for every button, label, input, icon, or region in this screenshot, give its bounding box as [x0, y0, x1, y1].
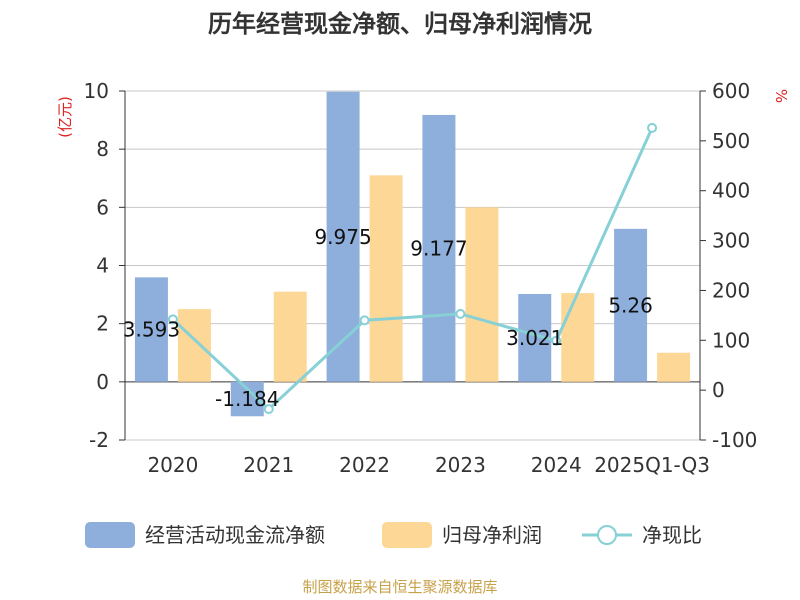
data-label: 3.593	[123, 318, 180, 342]
line-point	[551, 335, 562, 346]
bar	[561, 293, 595, 382]
bar	[465, 207, 499, 382]
data-label: 5.26	[608, 293, 653, 317]
legend-label-ratio: 净现比	[642, 523, 702, 547]
source-note: 制图数据来自恒生聚源数据库	[302, 578, 497, 596]
bar	[422, 114, 456, 382]
bar	[369, 175, 403, 382]
bar	[326, 91, 360, 382]
bar-series	[134, 91, 691, 417]
line-point	[359, 315, 370, 326]
left-tick-label: 10	[84, 79, 109, 103]
legend-marker-ratio	[597, 525, 617, 545]
right-tick-label: 400	[712, 179, 750, 203]
legend-swatch-cashflow	[85, 522, 135, 548]
left-axis-unit: (亿元)	[56, 96, 74, 138]
line-point	[455, 308, 466, 319]
x-tick-label: 2020	[147, 453, 198, 477]
bar	[614, 228, 648, 382]
ratio-line	[171, 127, 654, 412]
x-tick-label: 2025Q1-Q3	[594, 453, 710, 477]
line-point	[167, 314, 178, 325]
bar	[273, 291, 307, 382]
legend: 经营活动现金流净额 归母净利润 净现比	[85, 522, 702, 548]
line-point	[263, 404, 274, 415]
right-axis-unit: %	[772, 89, 790, 103]
line-point	[647, 122, 658, 133]
bar	[134, 277, 168, 382]
right-tick-label: 0	[712, 378, 725, 402]
data-labels: 3.593 -1.184 9.975 9.177 3.021 5.26	[123, 225, 653, 411]
right-tick-label: 600	[712, 79, 750, 103]
bar	[657, 352, 691, 382]
chart-title: 历年经营现金净额、归母净利润情况	[208, 10, 592, 38]
bar	[177, 309, 211, 382]
left-tick-label: 0	[96, 370, 109, 394]
left-tick-label: -2	[89, 428, 109, 452]
legend-swatch-profit	[382, 522, 432, 548]
x-tick-label: 2021	[243, 453, 294, 477]
right-tick-label: 200	[712, 278, 750, 302]
data-label: 3.021	[506, 326, 563, 350]
left-tick-label: 8	[96, 137, 109, 161]
data-label: -1.184	[215, 387, 279, 411]
legend-label-cashflow: 经营活动现金流净额	[145, 523, 325, 547]
data-label: 9.975	[314, 225, 371, 249]
left-tick-label: 2	[96, 312, 109, 336]
right-tick-label: -100	[712, 428, 757, 452]
left-tick-label: 4	[96, 254, 109, 278]
line-series	[167, 122, 658, 415]
x-tick-label: 2023	[435, 453, 486, 477]
gridlines	[125, 90, 700, 441]
x-tick-label: 2024	[531, 453, 582, 477]
data-label: 9.177	[410, 236, 467, 260]
right-tick-label: 100	[712, 328, 750, 352]
left-tick-label: 6	[96, 195, 109, 219]
axes: -2 0 2 4 6 8 10 -100 0 100 200 300 400 500 600 2020 2021…	[84, 79, 758, 477]
legend-label-profit: 归母净利润	[442, 523, 542, 547]
right-tick-label: 500	[712, 129, 750, 153]
x-tick-label: 2022	[339, 453, 390, 477]
right-tick-label: 300	[712, 229, 750, 253]
